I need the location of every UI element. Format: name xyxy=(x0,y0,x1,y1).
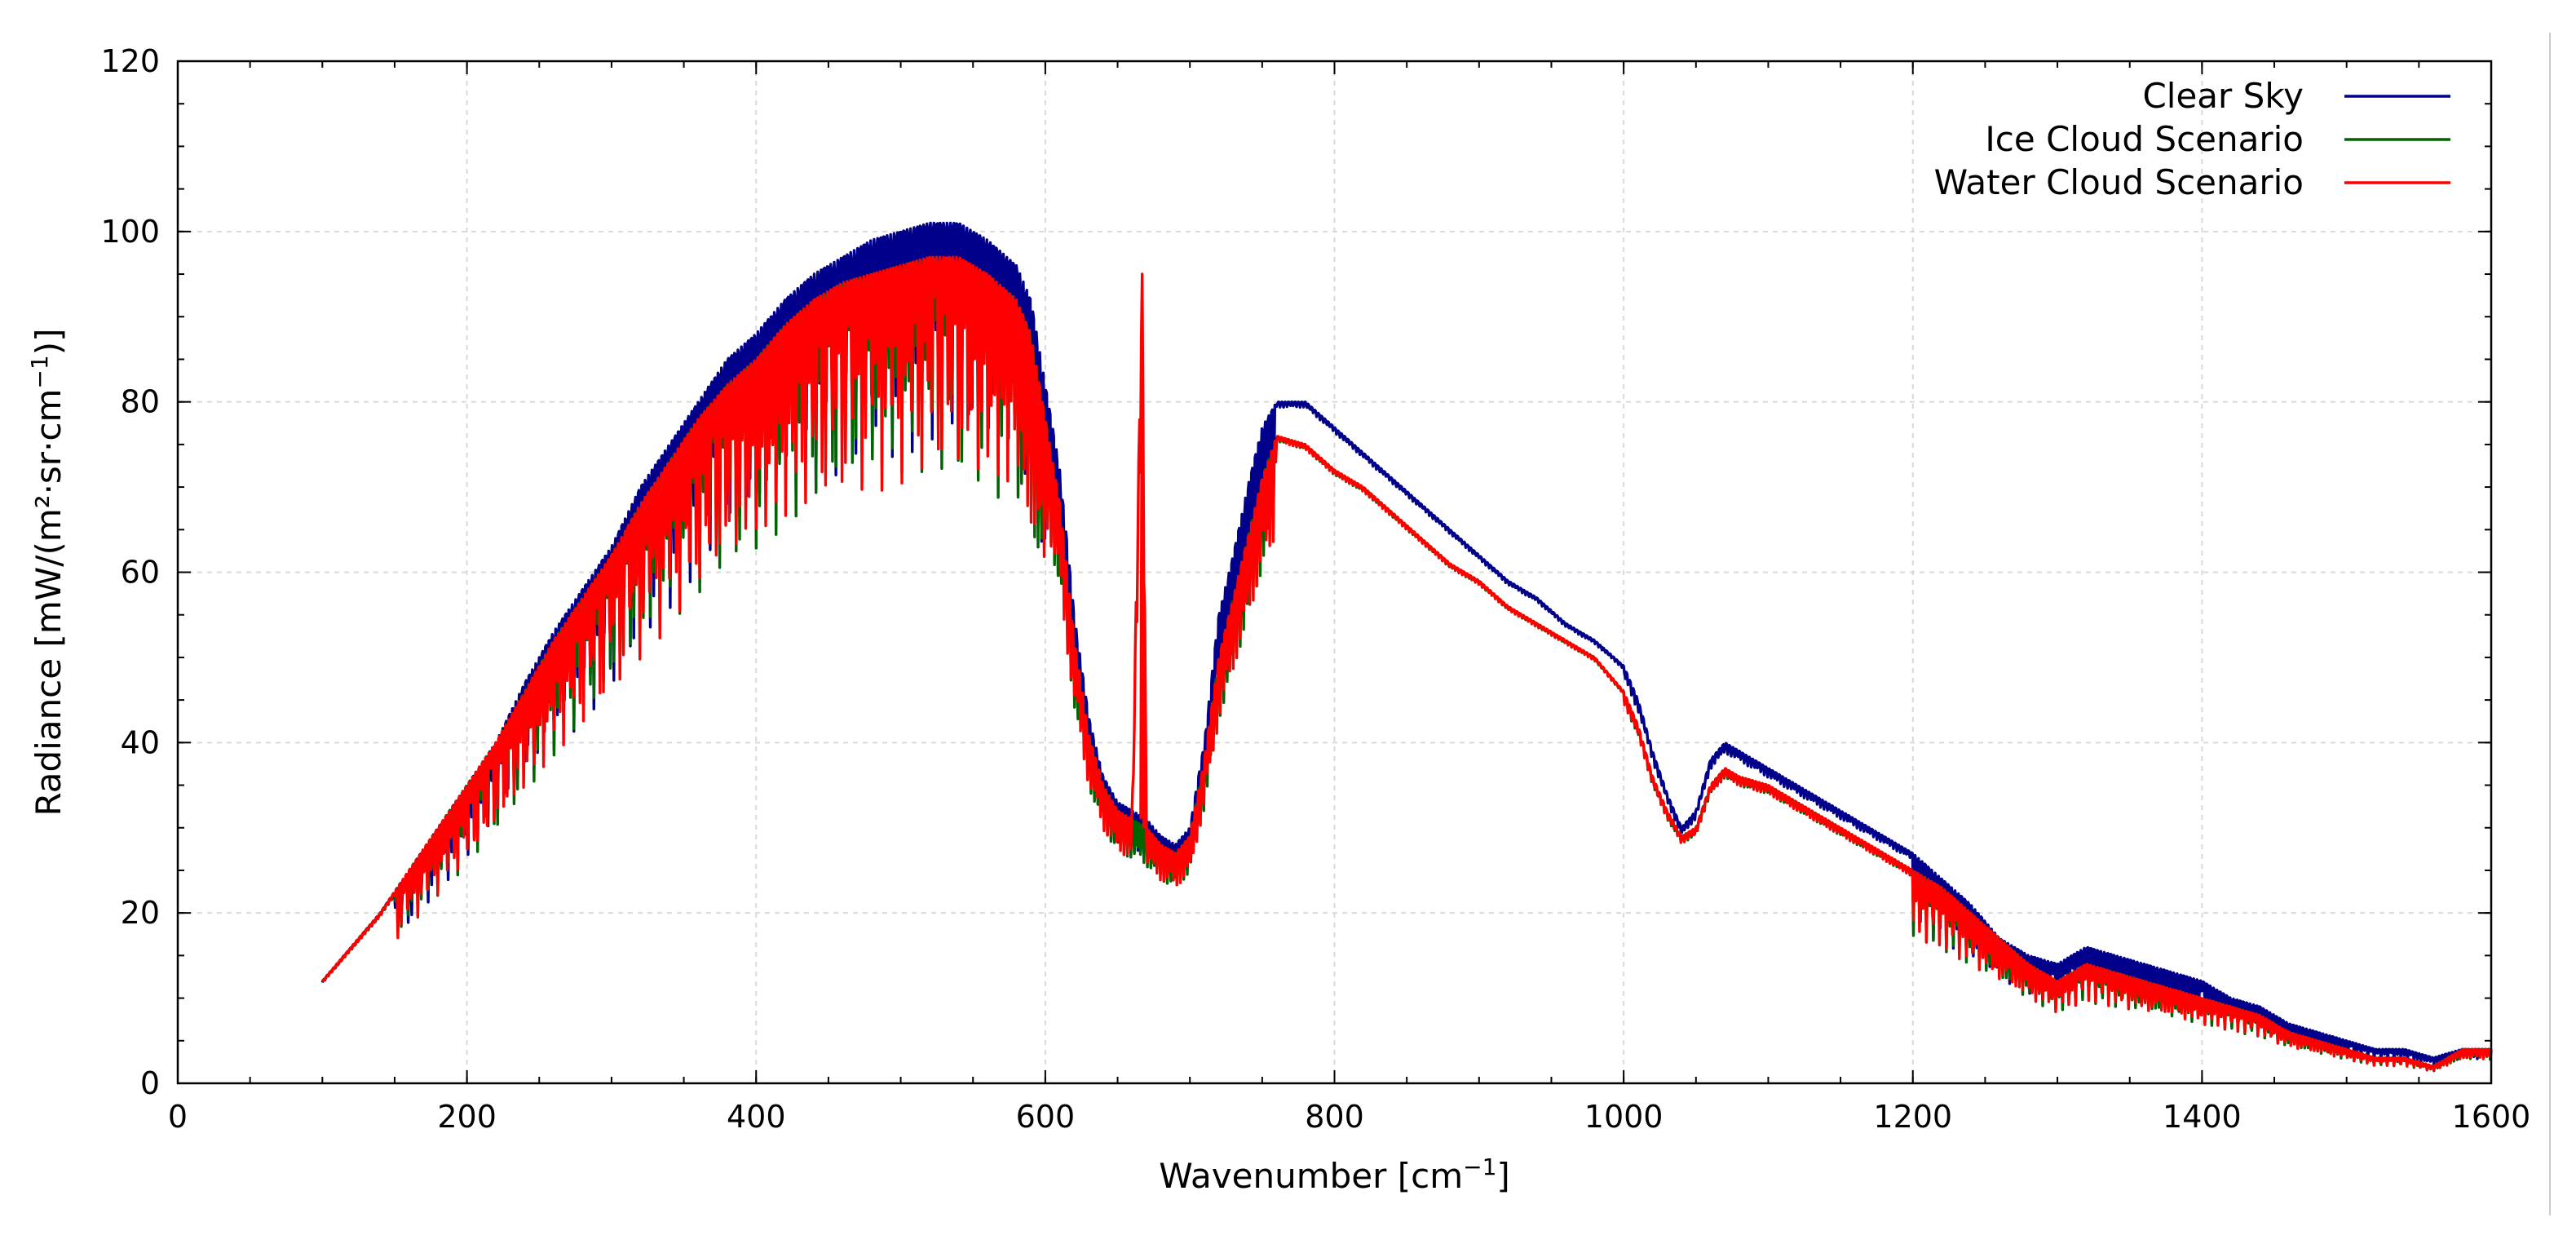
x-tick-label: 400 xyxy=(727,1099,786,1135)
y-tick-label: 60 xyxy=(121,555,160,591)
y-axis-title: Radiance [mW/(m²·sr·cm−1)] xyxy=(26,329,68,817)
legend: Clear Sky Ice Cloud Scenario Water Cloud… xyxy=(1934,76,2450,202)
x-tick-label: 600 xyxy=(1016,1099,1076,1135)
legend-label-ice-cloud: Ice Cloud Scenario xyxy=(1985,119,2304,159)
y-axis-title-suffix: )] xyxy=(29,329,68,356)
x-tick-labels: 0 200 400 600 800 1000 1200 1400 1600 xyxy=(168,1099,2530,1135)
y-tick-label: 80 xyxy=(121,384,160,420)
series-group xyxy=(320,221,2493,1073)
y-tick-labels: 0 20 40 60 80 100 120 xyxy=(100,43,160,1101)
x-axis-title: Wavenumber [cm−1] xyxy=(1159,1153,1510,1196)
x-axis-title-text: Wavenumber [cm xyxy=(1159,1156,1463,1196)
y-tick-label: 0 xyxy=(140,1065,160,1101)
x-tick-label: 1600 xyxy=(2452,1099,2531,1135)
y-axis-title-text: Radiance [mW/(m²·sr·cm xyxy=(29,389,68,817)
x-tick-label: 0 xyxy=(168,1099,188,1135)
legend-label-water-cloud: Water Cloud Scenario xyxy=(1934,162,2304,202)
x-tick-label: 1400 xyxy=(2163,1099,2242,1135)
y-tick-label: 40 xyxy=(121,724,160,760)
series-water-cloud xyxy=(320,255,2493,1072)
y-axis-title-superscript: −1 xyxy=(26,355,53,388)
legend-label-clear-sky: Clear Sky xyxy=(2142,76,2304,116)
x-axis-title-suffix: ] xyxy=(1496,1156,1509,1196)
minor-ticks xyxy=(177,60,2492,1084)
x-axis-title-superscript: −1 xyxy=(1463,1153,1496,1180)
y-tick-label: 120 xyxy=(100,43,160,79)
x-tick-label: 800 xyxy=(1305,1099,1364,1135)
y-tick-label: 100 xyxy=(100,214,160,250)
x-tick-label: 200 xyxy=(437,1099,497,1135)
x-tick-label: 1000 xyxy=(1584,1099,1664,1135)
y-tick-label: 20 xyxy=(121,895,160,931)
x-tick-label: 1200 xyxy=(1873,1099,1952,1135)
plot-frame xyxy=(176,60,2493,1085)
